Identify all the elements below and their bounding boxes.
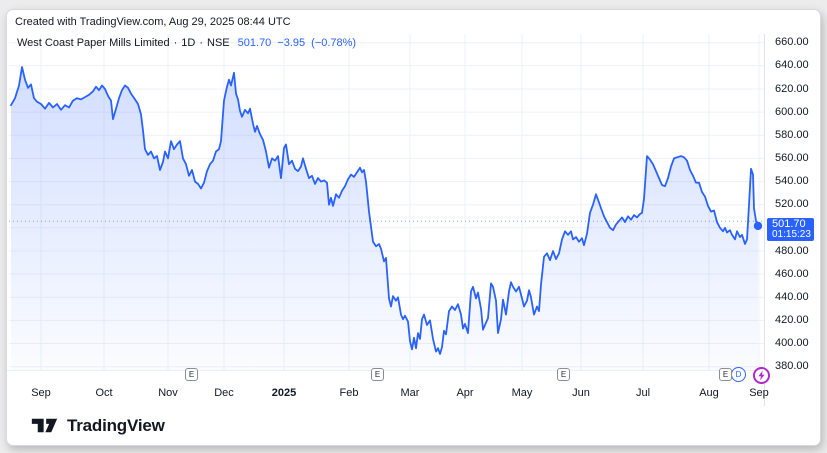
price-axis-border [764, 34, 765, 406]
legend-separator: · [173, 37, 178, 49]
price-axis-label: 400.00 [775, 337, 809, 349]
legend-last-price: 501.70 [237, 37, 272, 49]
time-axis-label: Jul [635, 387, 651, 399]
time-axis-label: Jun [572, 387, 590, 399]
lightning-bolt-icon [758, 370, 765, 381]
price-axis-label: 460.00 [775, 267, 809, 280]
chart-region: West Coast Paper Mills Limited · 1D · NSE 501… [7, 34, 820, 406]
last-price-dot [753, 221, 763, 231]
time-axis-label: 2025 [271, 387, 297, 399]
time-axis-label: Aug [699, 387, 719, 399]
area-fill [11, 67, 758, 370]
time-axis-label: May [511, 387, 533, 399]
badge-countdown: 01:15:23 [772, 228, 811, 240]
legend-separator: · [199, 37, 204, 49]
tradingview-logo-text[interactable]: TradingView [67, 415, 165, 435]
price-axis-label: 600.00 [775, 105, 809, 118]
price-axis-label: 520.00 [775, 198, 809, 211]
symbol-legend[interactable]: West Coast Paper Mills Limited · 1D · NSE 501… [17, 37, 356, 49]
interval-label: 1D [181, 37, 196, 49]
earnings-marker[interactable]: E [185, 368, 198, 381]
last-price-badge: 501.70 01:15:23 [767, 217, 814, 241]
time-axis-label: Apr [456, 387, 474, 399]
time-axis-label: Sep [749, 387, 769, 399]
events-flash-icon[interactable] [753, 367, 770, 384]
price-axis-label: 540.00 [775, 175, 809, 188]
snapshot-card: Created with TradingView.com, Aug 29, 20… [6, 9, 821, 446]
time-axis-label: Feb [339, 387, 359, 399]
time-axis-label: Sep [31, 387, 51, 399]
attribution-text: Created with TradingView.com, Aug 29, 20… [7, 10, 820, 35]
time-axis-border [7, 370, 764, 371]
price-axis-label: 640.00 [775, 59, 809, 72]
time-axis-label: Nov [158, 387, 178, 399]
earnings-marker[interactable]: E [557, 368, 570, 381]
legend-change: −3.95 [277, 37, 306, 49]
exchange-label: NSE [207, 37, 230, 49]
price-axis-label: 420.00 [775, 313, 809, 326]
price-axis-label: 620.00 [775, 82, 809, 95]
dividend-marker[interactable]: D [731, 367, 746, 382]
price-axis-label: 580.00 [775, 128, 809, 141]
price-line [10, 66, 759, 355]
price-axis-label: 660.00 [775, 36, 809, 49]
price-axis-label: 480.00 [775, 244, 809, 257]
price-chart-plot[interactable] [9, 34, 764, 370]
price-axis-label: 440.00 [775, 290, 809, 303]
symbol-title: West Coast Paper Mills Limited [17, 37, 170, 49]
tradingview-logo-icon[interactable] [31, 417, 58, 434]
time-axis-label: Mar [400, 387, 420, 399]
footer: TradingView [7, 406, 820, 445]
time-axis-label: Oct [95, 387, 113, 399]
earnings-marker[interactable]: E [371, 368, 384, 381]
price-axis-label: 380.00 [775, 360, 809, 373]
price-series [9, 66, 764, 370]
earnings-marker[interactable]: E [719, 368, 732, 381]
time-axis-label: Dec [214, 387, 234, 399]
badge-price: 501.70 [772, 217, 806, 230]
legend-change-pct: (−0.78%) [311, 37, 357, 49]
price-axis-label: 560.00 [775, 151, 809, 164]
